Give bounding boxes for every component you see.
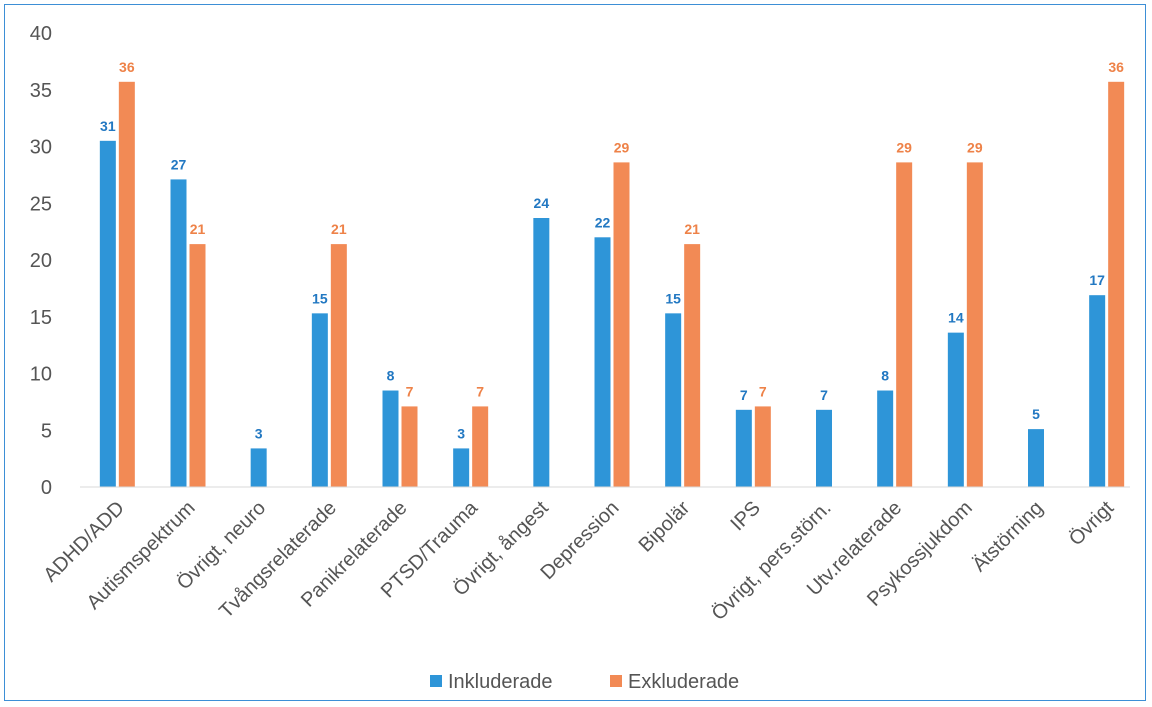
bar-inkluderade [948,333,964,487]
bar-inkluderade [665,313,681,487]
bar-exkluderade [614,162,630,487]
legend-label: Inkluderade [448,671,553,693]
data-label-exkluderade: 7 [476,383,484,399]
legend: Inkluderade Exkluderade [430,671,739,693]
bar-inkluderade [736,410,752,487]
bar-exkluderade [967,162,983,487]
legend-swatch [610,675,622,687]
data-label-exkluderade: 7 [759,383,767,399]
y-tick-label: 30 [30,137,52,159]
bar-inkluderade [383,391,399,487]
data-label-exkluderade: 36 [1108,59,1124,75]
bar-exkluderade [190,244,206,487]
data-label-exkluderade: 29 [614,139,630,155]
data-label-inkluderade: 31 [100,118,116,134]
bar-inkluderade [312,313,328,487]
y-tick-label: 25 [30,193,52,215]
data-label-exkluderade: 7 [406,383,414,399]
y-tick-label: 40 [30,23,52,45]
data-label-inkluderade: 22 [595,214,611,230]
bar-inkluderade [251,448,267,487]
bar-inkluderade [171,179,187,487]
x-tick-label: Övrigt [1065,497,1119,551]
data-label-inkluderade: 7 [820,387,828,403]
data-label-exkluderade: 21 [190,221,206,237]
y-axis: 0 5 10 15 20 25 30 35 40 [30,23,52,499]
y-tick-label: 10 [30,364,52,386]
data-label-inkluderade: 14 [948,310,964,326]
bar-exkluderade [1108,82,1124,487]
bar-exkluderade [896,162,912,487]
bar-inkluderade [1028,429,1044,487]
data-label-inkluderade: 8 [387,368,395,384]
x-tick-label: IPS [727,497,765,535]
bar-exkluderade [119,82,135,487]
bar-exkluderade [402,406,418,487]
x-tick-label: Ätstörning [968,497,1047,576]
data-label-exkluderade: 21 [331,221,347,237]
data-label-inkluderade: 3 [457,425,465,441]
bar-exkluderade [684,244,700,487]
data-label-inkluderade: 7 [740,387,748,403]
y-tick-label: 5 [41,420,52,442]
bar-exkluderade [755,406,771,487]
bar-inkluderade [816,410,832,487]
data-label-inkluderade: 17 [1089,272,1105,288]
bar-exkluderade [331,244,347,487]
y-tick-label: 15 [30,307,52,329]
data-label-exkluderade: 29 [967,139,983,155]
x-tick-label: Övrigt, pers.störn. [708,497,836,625]
y-tick-label: 0 [41,477,52,499]
data-label-inkluderade: 15 [312,290,328,306]
bar-exkluderade [472,406,488,487]
data-label-inkluderade: 3 [255,425,263,441]
bar-inkluderade [100,141,116,487]
y-tick-label: 35 [30,80,52,102]
data-label-inkluderade: 27 [171,156,187,172]
bar-inkluderade [877,391,893,487]
data-label-inkluderade: 5 [1032,406,1040,422]
bar-inkluderade [595,237,611,487]
y-tick-label: 20 [30,250,52,272]
data-label-inkluderade: 8 [881,368,889,384]
data-label-inkluderade: 24 [534,195,550,211]
data-label-exkluderade: 29 [896,139,912,155]
legend-label: Exkluderade [628,671,739,693]
bar-inkluderade [1089,295,1105,487]
legend-swatch [430,675,442,687]
data-label-exkluderade: 21 [684,221,700,237]
bar-inkluderade [533,218,549,487]
x-tick-label: Bipolär [635,497,695,557]
data-label-inkluderade: 15 [665,290,681,306]
x-tick-label: Tvångsrelaterade [215,497,341,623]
data-label-exkluderade: 36 [119,59,135,75]
bar-inkluderade [453,448,469,487]
